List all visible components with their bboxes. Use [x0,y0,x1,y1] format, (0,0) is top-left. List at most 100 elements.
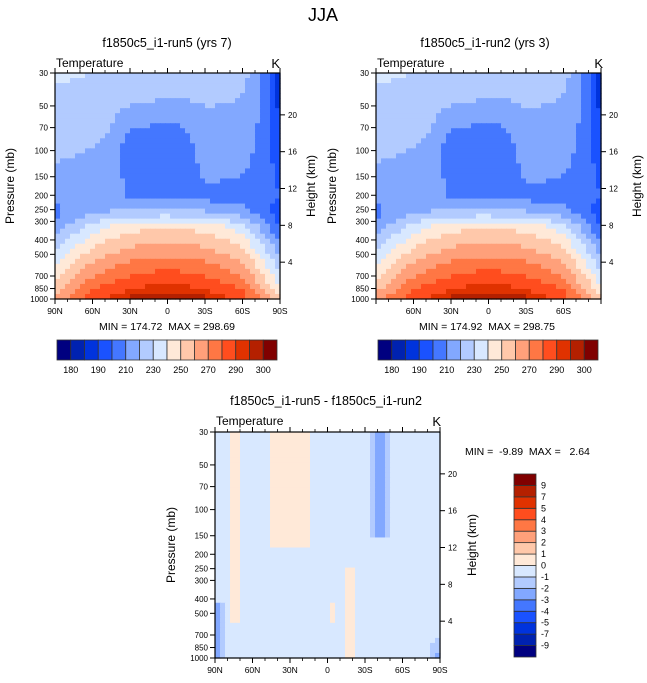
contour-cell [225,502,231,508]
contour-cell [55,183,61,190]
contour-cell [556,193,562,200]
contour-cell [150,283,156,290]
contour-cell [491,288,497,295]
contour-cell [90,178,96,185]
contour-cell [205,178,211,185]
contour-cell [230,113,236,119]
contour-cell [300,487,306,493]
contour-cell [420,482,426,488]
contour-cell [591,183,597,190]
contour-cell [60,133,66,139]
contour-cell [235,198,241,205]
contour-cell [110,233,116,240]
contour-cell [320,487,326,493]
contour-cell [55,213,61,220]
contour-cell [491,123,497,129]
contour-cell [481,208,487,215]
contour-cell [60,148,66,154]
contour-cell [185,103,191,109]
colorbar-box [501,339,516,361]
contour-cell [265,452,271,458]
contour-cell [90,103,96,109]
contour-cell [391,163,397,170]
contour-cell [65,113,71,119]
contour-cell [420,492,426,498]
contour-cell [501,108,507,114]
contour-cell [400,467,406,473]
contour-cell [275,138,281,144]
contour-cell [315,437,321,443]
contour-cell [506,178,512,185]
contour-cell [200,118,206,124]
colorbar: 180 190 210 230 250 270 290 300 [377,339,599,375]
contour-cell [185,83,191,89]
contour-cell [501,73,507,79]
contour-cell [235,218,241,225]
contour-cell [431,228,437,235]
contour-cell [175,253,181,260]
contour-cell [586,228,592,235]
contour-cell [456,73,462,79]
contour-cell [80,148,86,154]
contour-cell [65,83,71,89]
contour-cell [70,253,76,260]
contour-cell [405,487,411,493]
contour-cell [65,253,71,260]
contour-cell [215,283,221,290]
contour-cell [75,168,81,175]
contour-cell [561,283,567,290]
contour-cell [441,248,447,255]
contour-cell [230,128,236,134]
contour-cell [461,248,467,255]
contour-cell [581,193,587,200]
contour-cell [115,168,121,175]
contour-cell [270,163,276,170]
contour-cell [471,118,477,124]
contour-cell [541,88,547,94]
contour-cell [170,293,176,300]
contour-cell [165,288,171,295]
contour-cell [275,108,281,114]
contour-cell [571,233,577,240]
contour-cell [230,432,236,438]
contour-cell [421,88,427,94]
contour-cell [410,477,416,483]
contour-cell [486,288,492,295]
contour-cell [506,163,512,170]
contour-cell [200,213,206,220]
contour-cell [421,288,427,295]
colorbar-box [583,339,599,361]
contour-cell [130,98,136,104]
contour-cell [150,223,156,230]
contour-cell [461,203,467,210]
contour-cell [160,238,166,245]
contour-cell [526,178,532,185]
contour-cell [205,103,211,109]
contour-cell [526,143,532,149]
contour-cell [100,103,106,109]
contour-cell [561,153,567,159]
contour-cell [576,273,582,280]
contour-cell [145,78,151,84]
contour-cell [210,183,216,190]
contour-cell [250,203,256,210]
contour-cell [185,168,191,175]
contour-cell [255,482,261,488]
contour-cell [390,477,396,483]
contour-cell [300,472,306,478]
contour-cell [506,73,512,79]
contour-cell [220,103,226,109]
contour-cell [225,98,231,104]
contour-cell [561,263,567,270]
contour-cell [115,158,121,164]
contour-cell [561,293,567,300]
contour-cell [546,278,552,285]
contour-cell [65,188,71,195]
contour-cell [220,138,226,144]
contour-cell [220,492,226,498]
contour-cell [531,268,537,275]
contour-cell [280,477,286,483]
contour-cell [365,467,371,473]
contour-cell [90,273,96,280]
contour-cell [391,178,397,185]
